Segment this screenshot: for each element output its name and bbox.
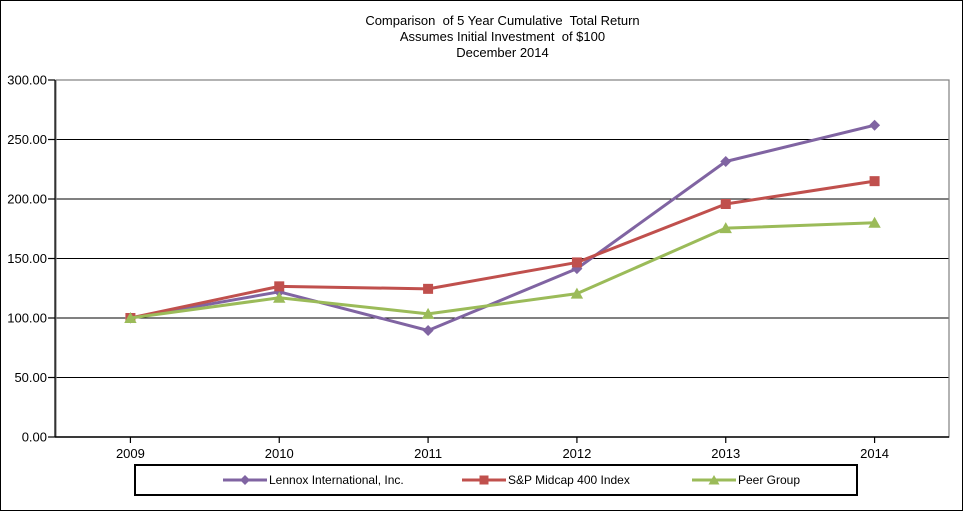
series-marker-lennox-international-inc (422, 324, 434, 336)
series-marker-s-p-midcap-400-index (423, 283, 434, 294)
x-tick-label: 2014 (860, 446, 889, 461)
x-tick-label: 2012 (562, 446, 591, 461)
series-marker-s-p-midcap-400-index (720, 198, 731, 209)
legend-diamond-icon (223, 475, 267, 485)
series-line-lennox-international-inc (130, 123, 875, 332)
series-line-s-p-midcap-400-index (130, 179, 875, 320)
legend: Lennox International, Inc. S&P Midcap 400… (134, 464, 858, 496)
legend-item-lennox-international-inc: Lennox International, Inc. (222, 466, 404, 494)
chart-date-line: December 2014 (456, 45, 549, 60)
x-tick-label: 2010 (265, 446, 294, 461)
series-marker-s-p-midcap-400-index (274, 281, 285, 292)
legend-item-peer-group: Peer Group (691, 466, 800, 494)
legend-label: Lennox International, Inc. (269, 473, 404, 487)
chart-title-block: Comparison of 5 Year Cumulative Total Re… (56, 13, 949, 61)
legend-triangle-icon (692, 475, 736, 485)
legend-square-icon (462, 475, 506, 485)
y-tick-label: 250.00 (7, 132, 47, 147)
series-marker-lennox-international-inc (869, 119, 881, 131)
series-marker-s-p-midcap-400-index (869, 176, 880, 187)
y-tick-label: 100.00 (7, 311, 47, 326)
y-tick-label: 150.00 (7, 251, 47, 266)
series-marker-peer-group (570, 287, 584, 299)
series-peer-group (124, 216, 881, 323)
chart-subtitle: Assumes Initial Investment of $100 (399, 29, 606, 44)
x-tick-label: 2009 (116, 446, 145, 461)
legend-label: Peer Group (738, 473, 801, 487)
y-tick-label: 200.00 (7, 192, 47, 207)
chart-title: Comparison of 5 Year Cumulative Total Re… (365, 13, 640, 28)
y-tick-label: 0.00 (22, 430, 47, 445)
y-tick-label: 50.00 (14, 370, 47, 385)
series-marker-peer-group (421, 307, 435, 319)
series-marker-peer-group (868, 216, 881, 228)
series-marker-s-p-midcap-400-index (571, 257, 582, 268)
series-marker-peer-group (719, 222, 732, 234)
y-tick-label: 300.00 (7, 73, 47, 88)
legend-item-s-p-midcap-400-index: S&P Midcap 400 Index (461, 466, 630, 494)
series-marker-peer-group (273, 291, 286, 303)
x-tick-label: 2013 (711, 446, 740, 461)
series-marker-lennox-international-inc (720, 156, 732, 168)
legend-label: S&P Midcap 400 Index (508, 473, 630, 487)
x-tick-label: 2011 (414, 446, 442, 461)
series-line-peer-group (130, 221, 875, 320)
series-marker-peer-group (124, 312, 137, 323)
